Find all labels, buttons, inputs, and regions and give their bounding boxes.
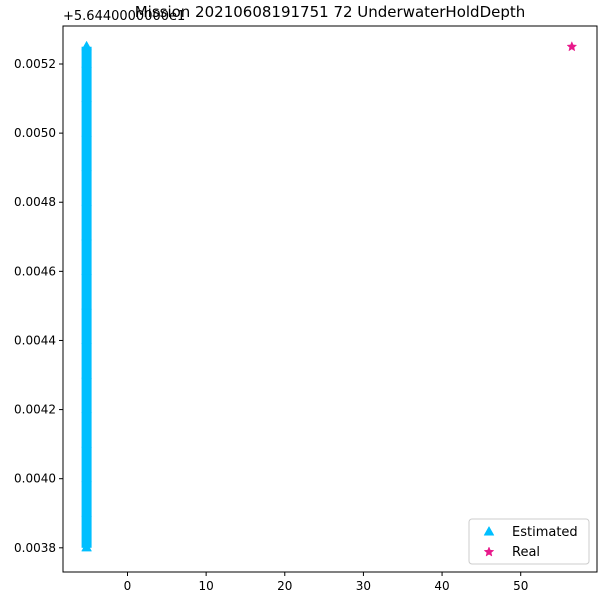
legend-label-real: Real — [512, 545, 540, 560]
plot-frame — [62, 25, 598, 573]
data-point — [81, 541, 92, 552]
y-tick-label: 0.0042 — [14, 403, 56, 417]
data-point — [81, 58, 92, 68]
data-point — [81, 196, 92, 206]
y-axis: 0.0038 0.0040 0.0042 0.0044 0.0046 0.0048 0.00… — [14, 57, 63, 555]
x-tick-label: 50 — [513, 579, 528, 593]
data-point — [81, 230, 92, 241]
data-point — [81, 265, 92, 275]
data-point — [566, 41, 578, 52]
y-tick-label: 0.0044 — [14, 333, 56, 347]
legend: Estimated Real — [468, 518, 590, 565]
plot-area — [81, 40, 578, 552]
x-axis: 0 10 20 30 40 50 — [124, 572, 528, 593]
y-tick-label: 0.0046 — [14, 264, 56, 278]
series-estimated — [81, 40, 92, 552]
legend-marker-estimated — [483, 525, 495, 536]
y-tick-label: 0.0052 — [14, 57, 56, 71]
data-point — [81, 369, 92, 379]
legend-label-estimated: Estimated — [512, 525, 578, 540]
y-tick-label: 0.0048 — [14, 195, 56, 209]
data-point — [81, 299, 92, 310]
y-tick-label: 0.0038 — [14, 541, 56, 555]
data-point — [81, 507, 92, 517]
data-point — [81, 40, 92, 51]
x-tick-label: 40 — [434, 579, 449, 593]
legend-marker-real — [483, 546, 495, 557]
y-tick-label: 0.0050 — [14, 126, 56, 140]
x-tick-label: 20 — [277, 579, 292, 593]
chart-title: Mission 20210608191751 72 UnderwaterHold… — [135, 3, 526, 21]
y-tick-label: 0.0040 — [14, 472, 56, 486]
x-tick-label: 10 — [198, 579, 213, 593]
y-axis-offset-label: +5.6440000000e1 — [63, 9, 185, 24]
data-point — [81, 334, 92, 345]
x-tick-label: 30 — [356, 579, 371, 593]
data-point — [81, 127, 92, 137]
data-point — [81, 161, 92, 172]
data-point — [81, 403, 92, 414]
x-tick-label: 0 — [124, 579, 132, 593]
series-real — [566, 41, 578, 52]
estimated-band — [81, 46, 92, 548]
data-point — [81, 92, 92, 103]
data-point — [81, 438, 92, 448]
data-point — [81, 472, 92, 483]
legend-box — [468, 518, 590, 565]
